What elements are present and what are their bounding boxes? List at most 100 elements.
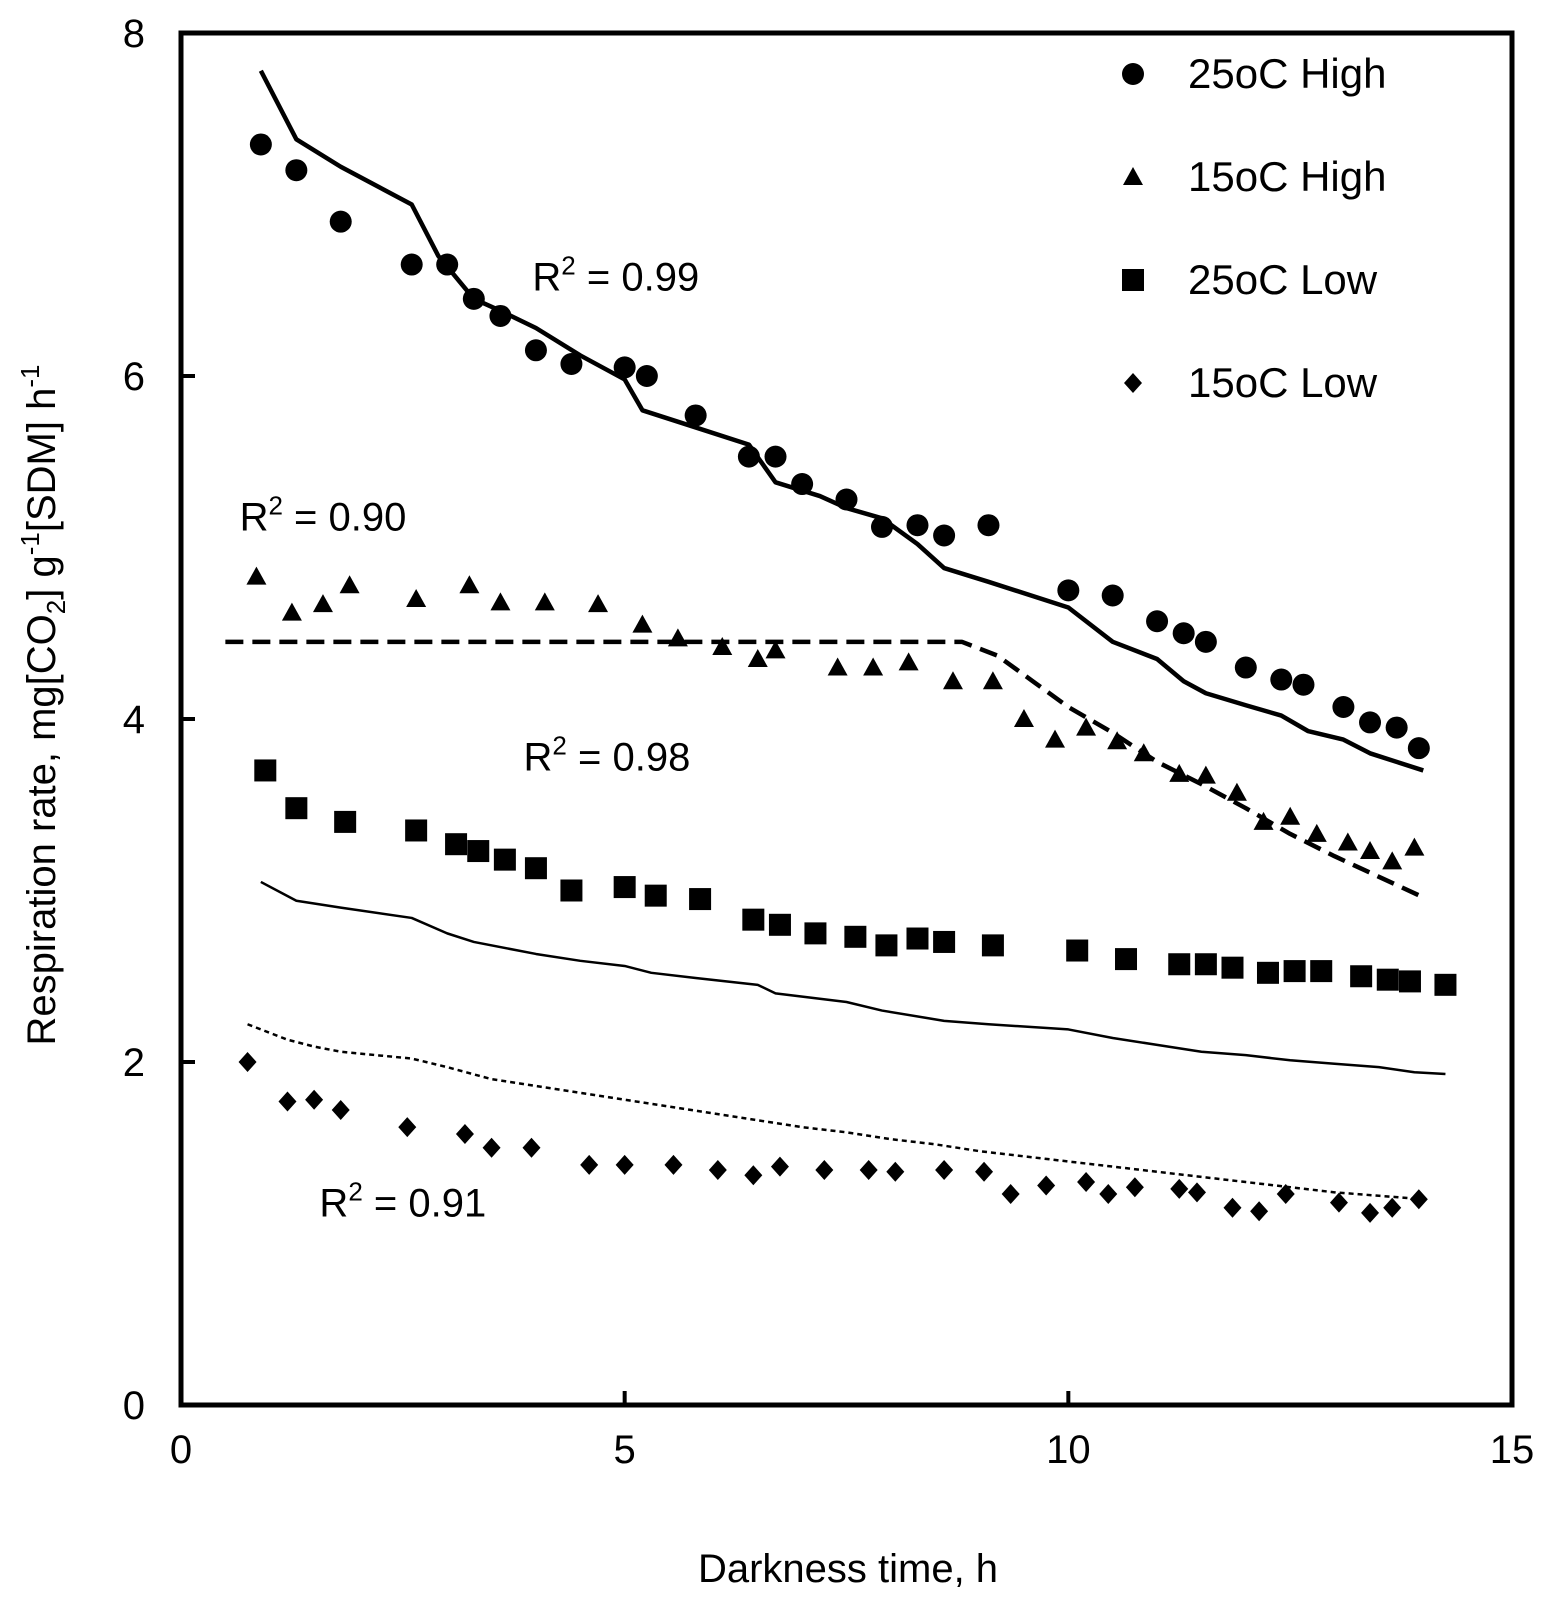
legend-label: 25oC Low bbox=[1188, 256, 1378, 303]
data-point-triangle bbox=[1133, 743, 1154, 762]
data-point-triangle bbox=[1226, 782, 1247, 801]
data-point-triangle bbox=[632, 614, 653, 633]
data-point-diamond bbox=[975, 1161, 994, 1182]
r2-superscript: 2 bbox=[552, 730, 566, 760]
r2-15low: R2 = 0.91 bbox=[319, 1176, 486, 1225]
data-point-triangle bbox=[459, 575, 480, 594]
data-point-circle bbox=[906, 514, 929, 537]
data-point-square bbox=[1350, 965, 1373, 988]
data-point-triangle bbox=[712, 636, 733, 655]
series-triangle bbox=[246, 566, 1425, 870]
data-point-circle bbox=[1385, 716, 1408, 739]
data-point-diamond bbox=[1329, 1192, 1348, 1213]
data-point-square bbox=[1194, 953, 1217, 976]
legend-marker-circle bbox=[1122, 63, 1144, 85]
series-circle bbox=[249, 133, 1430, 760]
data-point-triangle bbox=[1045, 729, 1066, 748]
r2-value: = 0.98 bbox=[567, 735, 690, 779]
data-point-circle bbox=[1101, 584, 1124, 607]
y-axis-title-sub-2: 2 bbox=[41, 600, 71, 614]
data-point-triangle bbox=[246, 566, 267, 585]
data-point-square bbox=[1376, 968, 1399, 991]
data-point-diamond bbox=[859, 1160, 878, 1181]
data-point-circle bbox=[791, 473, 814, 496]
legend-marker-diamond bbox=[1124, 373, 1142, 393]
data-point-square bbox=[906, 927, 929, 950]
data-point-circle bbox=[329, 210, 352, 233]
data-point-square bbox=[644, 884, 667, 907]
fit-lines bbox=[225, 69, 1446, 1201]
data-point-triangle bbox=[534, 592, 555, 611]
y-axis-title-part-a: Respiration rate, mg[CO bbox=[20, 614, 64, 1045]
data-point-circle bbox=[835, 488, 858, 511]
data-point-circle bbox=[1292, 673, 1315, 696]
data-point-triangle bbox=[863, 657, 884, 676]
data-point-triangle bbox=[1107, 731, 1128, 750]
data-point-circle bbox=[249, 133, 272, 156]
data-point-diamond bbox=[1001, 1184, 1020, 1205]
data-point-triangle bbox=[1253, 811, 1274, 830]
y-tick-label: 2 bbox=[123, 1041, 145, 1085]
r2-25high: R2 = 0.99 bbox=[532, 250, 699, 299]
data-point-diamond bbox=[305, 1089, 324, 1110]
data-point-triangle bbox=[747, 648, 768, 667]
data-point-square bbox=[285, 797, 308, 820]
r2-prefix: R bbox=[524, 735, 553, 779]
r2-prefix: R bbox=[240, 495, 269, 539]
data-point-triangle bbox=[588, 594, 609, 613]
data-point-diamond bbox=[1361, 1202, 1380, 1223]
data-point-circle bbox=[737, 445, 760, 468]
fit-line bbox=[225, 639, 1425, 900]
data-point-diamond bbox=[1250, 1201, 1269, 1222]
x-tick-label: 0 bbox=[170, 1428, 192, 1472]
legend: 25oC High 15oC High 25oC Low 15oC Low bbox=[1122, 50, 1386, 406]
data-point-circle bbox=[635, 365, 658, 387]
legend-label: 25oC High bbox=[1188, 50, 1386, 97]
x-tick-label: 10 bbox=[1046, 1428, 1091, 1472]
data-point-square bbox=[768, 913, 791, 936]
data-point-square bbox=[445, 833, 468, 856]
data-point-circle bbox=[1332, 695, 1355, 718]
x-axis-title: Darkness time, h bbox=[698, 1547, 998, 1591]
fit-line bbox=[260, 880, 1446, 1076]
data-point-diamond bbox=[815, 1160, 834, 1181]
data-point-triangle bbox=[982, 671, 1003, 690]
data-point-triangle bbox=[1169, 763, 1190, 782]
data-point-circle bbox=[1359, 711, 1382, 734]
r2-value: = 0.91 bbox=[363, 1181, 486, 1225]
data-point-circle bbox=[1270, 668, 1293, 691]
data-point-diamond bbox=[455, 1124, 474, 1145]
data-point-circle bbox=[436, 253, 459, 276]
y-axis-title-part-b: ] g bbox=[20, 555, 64, 599]
data-point-circle bbox=[1057, 579, 1080, 602]
data-point-diamond bbox=[398, 1117, 417, 1138]
fit-line bbox=[247, 1023, 1424, 1201]
data-point-triangle bbox=[1306, 823, 1327, 842]
data-point-triangle bbox=[1382, 851, 1403, 870]
data-point-square bbox=[254, 759, 277, 782]
data-points bbox=[238, 133, 1457, 1223]
r2-superscript: 2 bbox=[268, 490, 282, 520]
data-point-diamond bbox=[1170, 1178, 1189, 1199]
data-point-square bbox=[1115, 948, 1138, 971]
data-point-triangle bbox=[1360, 841, 1381, 860]
y-tick-label: 8 bbox=[123, 12, 145, 56]
data-point-triangle bbox=[1076, 717, 1097, 736]
data-point-triangle bbox=[1280, 806, 1301, 825]
data-point-triangle bbox=[942, 671, 963, 690]
data-point-square bbox=[742, 908, 765, 931]
axis-ticks: 0 5 10 15 0 2 4 6 8 bbox=[123, 12, 1535, 1472]
data-point-diamond bbox=[1409, 1189, 1428, 1210]
data-point-diamond bbox=[1276, 1184, 1295, 1205]
data-point-diamond bbox=[1125, 1177, 1144, 1198]
data-point-circle bbox=[764, 445, 787, 468]
data-point-triangle bbox=[898, 652, 919, 671]
data-point-square bbox=[1283, 960, 1306, 983]
y-axis-title: Respiration rate, mg[CO2] g-1[SDM] h-1 bbox=[15, 365, 71, 1046]
y-axis-title-part-c: [SDM] h bbox=[20, 388, 64, 532]
data-point-diamond bbox=[522, 1137, 541, 1158]
data-point-diamond bbox=[935, 1160, 954, 1181]
data-point-circle bbox=[933, 524, 956, 547]
legend-label: 15oC Low bbox=[1188, 359, 1378, 406]
data-point-diamond bbox=[615, 1154, 634, 1175]
